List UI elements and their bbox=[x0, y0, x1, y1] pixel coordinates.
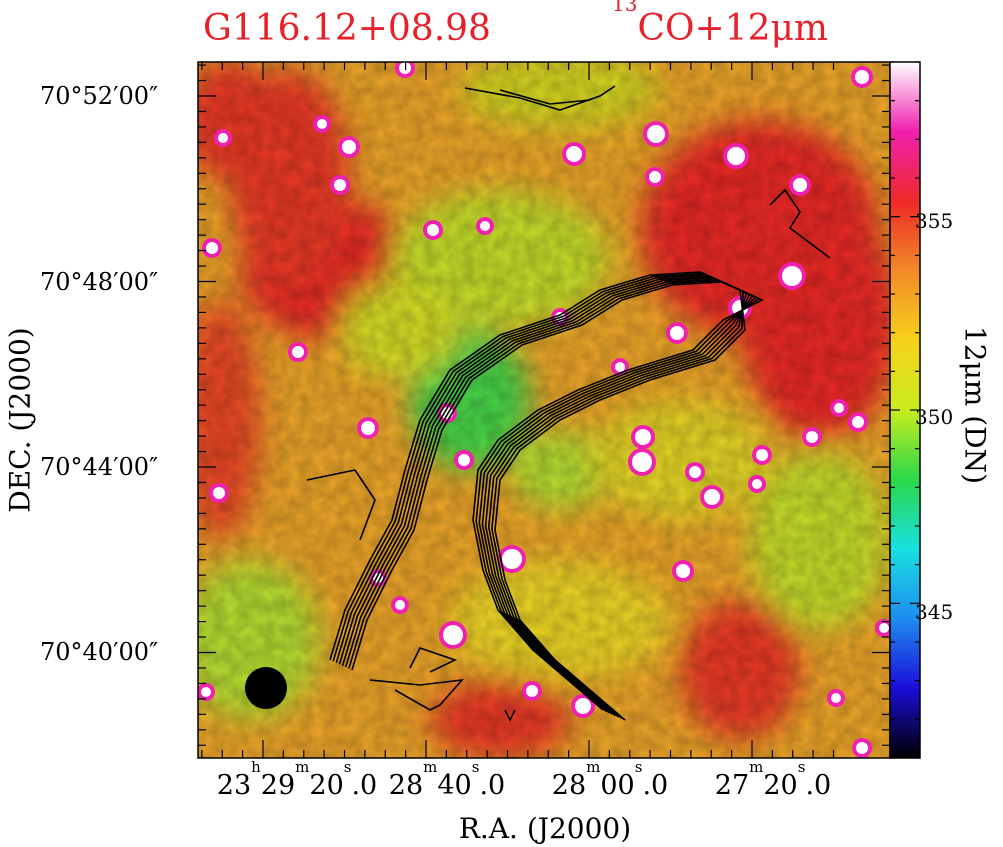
ytick-label-3: 70°44′00″ bbox=[40, 453, 159, 481]
xtick-3-frac: .0 bbox=[642, 770, 669, 801]
point-source bbox=[526, 685, 538, 697]
point-source bbox=[399, 62, 411, 74]
axis-ticks bbox=[198, 62, 890, 758]
colorbar-tick-label-1: 355 bbox=[915, 209, 954, 233]
point-source bbox=[427, 224, 439, 236]
xtick-4-frac: .0 bbox=[805, 770, 832, 801]
title-right-isotope: 13 bbox=[612, 0, 638, 16]
ylabel-wrap: DEC. (J2000) bbox=[0, 210, 40, 630]
point-source bbox=[704, 489, 720, 505]
point-source bbox=[831, 693, 841, 703]
y-axis-label: DEC. (J2000) bbox=[3, 327, 37, 513]
point-source bbox=[201, 687, 211, 697]
point-source bbox=[756, 449, 768, 461]
point-source bbox=[806, 431, 818, 443]
point-source bbox=[458, 454, 470, 466]
point-source bbox=[334, 179, 346, 191]
xtick-1-minutes: 29 bbox=[260, 770, 296, 801]
co-contour-fragment bbox=[306, 469, 376, 541]
point-source bbox=[752, 479, 762, 489]
x-axis-label: R.A. (J2000) bbox=[458, 812, 632, 845]
colorbar-label: 12μm (DN) bbox=[958, 325, 992, 485]
xtick-2-s-unit: s bbox=[471, 758, 480, 776]
point-source bbox=[632, 452, 652, 472]
point-source bbox=[727, 147, 745, 165]
co-contour-fragment bbox=[504, 709, 516, 722]
co-contour-fragment bbox=[409, 647, 458, 673]
colorbar-tick-label-3: 345 bbox=[915, 600, 954, 624]
co-contour-fragment bbox=[369, 678, 464, 711]
xtick-4-m-unit: m bbox=[749, 758, 764, 776]
point-source bbox=[317, 119, 327, 129]
xtick-1-frac: .0 bbox=[351, 770, 378, 801]
co-contour-fragment bbox=[499, 89, 591, 105]
point-source bbox=[670, 326, 684, 340]
point-source bbox=[342, 140, 356, 154]
xtick-4-s-unit: s bbox=[797, 758, 806, 776]
point-source bbox=[676, 564, 690, 578]
xtick-3-seconds: 00 bbox=[600, 770, 635, 801]
intensity-map bbox=[198, 62, 890, 758]
xtick-4-seconds: 20 bbox=[763, 770, 798, 801]
ytick-label-2: 70°48′00″ bbox=[40, 268, 159, 296]
point-source bbox=[855, 70, 869, 84]
co-contour-fragment bbox=[769, 188, 831, 259]
title-right-main: CO+12μm bbox=[637, 8, 829, 49]
point-source bbox=[879, 623, 889, 633]
beam-marker bbox=[245, 667, 287, 709]
ytick-label-4: 70°40′00″ bbox=[40, 638, 159, 666]
xtick-label-4: 27m20s.0 bbox=[714, 758, 832, 801]
colorbar-tick-label-2: 350 bbox=[915, 405, 954, 429]
point-source bbox=[480, 221, 490, 231]
title-left: G116.12+08.98 bbox=[203, 8, 491, 49]
xtick-2-m-unit: m bbox=[423, 758, 438, 776]
xtick-1-seconds: 20 bbox=[309, 770, 344, 801]
colorbar-ticks bbox=[890, 61, 920, 759]
point-source bbox=[635, 429, 651, 445]
xtick-label-1: 23h29m20s.0 bbox=[216, 758, 378, 801]
xtick-3-m-unit: m bbox=[586, 758, 601, 776]
xtick-label-3: 28m00s.0 bbox=[551, 758, 669, 801]
point-source bbox=[782, 266, 802, 286]
xtick-2-minutes: 28 bbox=[388, 770, 424, 801]
point-source bbox=[856, 742, 868, 754]
point-source bbox=[395, 600, 405, 610]
ytick-label-1: 70°52′00″ bbox=[40, 82, 159, 110]
point-source bbox=[689, 466, 701, 478]
point-source bbox=[793, 178, 807, 192]
point-source bbox=[213, 487, 225, 499]
point-source bbox=[292, 346, 304, 358]
point-source bbox=[647, 125, 665, 143]
xtick-1-hours: 23 bbox=[216, 770, 252, 801]
xtick-2-seconds: 40 bbox=[437, 770, 472, 801]
point-source bbox=[649, 171, 661, 183]
point-source bbox=[443, 625, 463, 645]
title-right: 13CO+12μm bbox=[612, 0, 829, 49]
point-source bbox=[834, 403, 844, 413]
xtick-3-s-unit: s bbox=[634, 758, 643, 776]
xtick-1-m-unit: m bbox=[295, 758, 310, 776]
xtick-label-2: 28m40s.0 bbox=[388, 758, 506, 801]
xtick-3-minutes: 28 bbox=[551, 770, 587, 801]
point-source bbox=[206, 242, 218, 254]
point-source bbox=[615, 362, 625, 372]
point-source bbox=[852, 416, 864, 428]
point-source bbox=[361, 421, 375, 435]
point-source bbox=[566, 146, 582, 162]
point-source bbox=[218, 133, 228, 143]
point-source bbox=[502, 549, 522, 569]
xtick-2-frac: .0 bbox=[479, 770, 506, 801]
co-contour-level bbox=[351, 281, 764, 711]
co-contours bbox=[306, 85, 831, 722]
xtick-1-s-unit: s bbox=[343, 758, 352, 776]
point-source bbox=[575, 698, 591, 714]
xtick-1-h-unit: h bbox=[251, 758, 261, 776]
co-contour-fragment bbox=[464, 85, 616, 111]
xtick-4-minutes: 27 bbox=[714, 770, 750, 801]
